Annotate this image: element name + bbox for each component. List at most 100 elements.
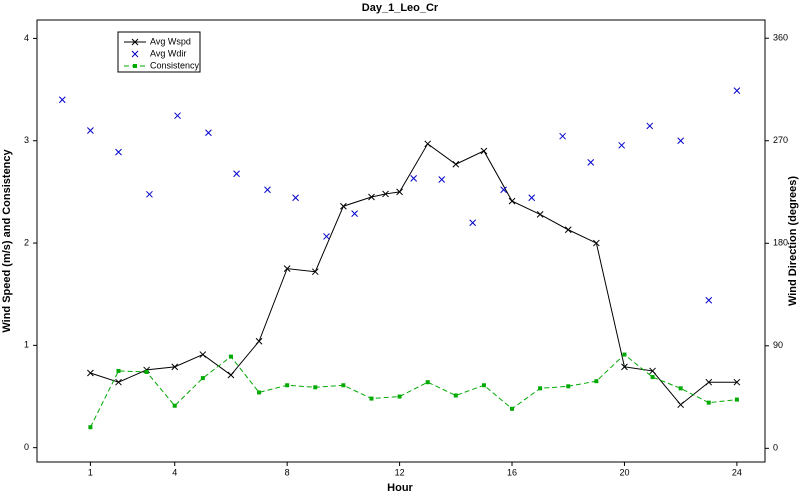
marker xyxy=(564,226,572,234)
marker xyxy=(146,190,153,198)
x-axis-label: Hour xyxy=(387,482,413,494)
y-tick-label: 3 xyxy=(24,135,29,145)
marker xyxy=(618,141,626,149)
marker xyxy=(622,352,627,357)
marker xyxy=(508,197,516,205)
marker xyxy=(292,194,299,202)
marker xyxy=(369,396,374,401)
marker xyxy=(115,148,122,156)
marker xyxy=(382,190,389,198)
legend-label: Consistency xyxy=(150,60,200,70)
marker xyxy=(733,87,741,94)
plot-frame xyxy=(36,19,766,463)
y-tick-label: 0 xyxy=(24,442,29,452)
y2-tick-label: 0 xyxy=(773,443,778,453)
marker xyxy=(283,265,291,272)
marker xyxy=(452,160,460,168)
y2-tick-label: 360 xyxy=(773,33,788,43)
marker xyxy=(228,354,233,359)
marker xyxy=(144,369,149,374)
y-tick-label: 1 xyxy=(24,340,29,350)
y-tick-label: 4 xyxy=(24,33,29,43)
marker xyxy=(438,176,446,183)
marker xyxy=(677,401,685,409)
marker xyxy=(311,268,319,276)
legend-label: Avg Wdir xyxy=(150,48,186,58)
legend-marker xyxy=(133,64,137,68)
y2-axis-label: Wind Direction (degrees) xyxy=(787,176,799,306)
marker xyxy=(115,378,122,386)
marker xyxy=(171,363,179,371)
marker xyxy=(87,369,94,377)
marker xyxy=(481,383,486,388)
marker xyxy=(650,375,655,380)
y2-tick-label: 90 xyxy=(773,340,783,350)
marker xyxy=(205,129,212,137)
marker xyxy=(397,394,402,399)
series-line xyxy=(89,353,737,428)
x-tick-label: 24 xyxy=(732,467,742,477)
x-tick-label: 4 xyxy=(172,467,177,477)
legend-label: Avg Wspd xyxy=(150,36,191,46)
marker xyxy=(733,378,741,386)
x-tick-label: 16 xyxy=(507,467,517,477)
marker xyxy=(678,386,683,391)
y2-tick-label: 180 xyxy=(773,238,788,248)
y-tick-label: 2 xyxy=(24,237,29,247)
marker xyxy=(510,406,515,411)
marker xyxy=(174,112,181,120)
x-tick-label: 8 xyxy=(285,467,290,477)
marker xyxy=(199,351,207,358)
legend xyxy=(117,31,201,73)
marker xyxy=(323,233,330,240)
marker xyxy=(200,376,205,381)
marker xyxy=(587,159,595,166)
marker xyxy=(621,363,628,371)
x-tick-label: 1 xyxy=(88,467,93,477)
y2-tick-label: 270 xyxy=(773,135,788,145)
marker xyxy=(536,211,544,218)
marker xyxy=(396,188,403,196)
marker xyxy=(677,137,685,145)
marker xyxy=(264,186,271,194)
series-line xyxy=(90,143,737,406)
marker xyxy=(410,174,418,182)
marker xyxy=(341,383,346,388)
marker xyxy=(453,393,458,398)
marker xyxy=(469,219,477,227)
marker xyxy=(425,380,430,385)
marker xyxy=(255,337,263,345)
marker xyxy=(285,383,290,388)
marker xyxy=(313,385,318,390)
marker xyxy=(233,170,240,178)
marker xyxy=(351,210,358,218)
marker xyxy=(528,194,536,202)
marker xyxy=(58,96,66,104)
marker xyxy=(649,367,656,375)
legend-marker xyxy=(131,38,139,46)
x-tick-label: 20 xyxy=(619,467,629,477)
marker xyxy=(340,202,347,210)
marker xyxy=(538,386,543,391)
chart-title: Day_1_Leo_Cr xyxy=(362,2,439,14)
y-axis-label: Wind Speed (m/s) and Consistency xyxy=(1,148,13,332)
marker xyxy=(646,122,654,130)
marker xyxy=(172,403,177,408)
marker xyxy=(706,400,711,405)
marker xyxy=(594,379,599,384)
marker xyxy=(116,368,121,373)
legend-marker xyxy=(131,50,139,58)
marker xyxy=(257,390,262,395)
marker xyxy=(368,193,375,201)
x-tick-label: 12 xyxy=(395,467,405,477)
marker xyxy=(227,371,235,379)
marker xyxy=(705,296,713,304)
marker xyxy=(87,127,94,134)
marker xyxy=(500,186,507,194)
marker xyxy=(592,239,600,247)
marker xyxy=(88,425,93,430)
marker xyxy=(559,132,566,140)
marker xyxy=(424,140,432,148)
marker xyxy=(566,384,571,389)
